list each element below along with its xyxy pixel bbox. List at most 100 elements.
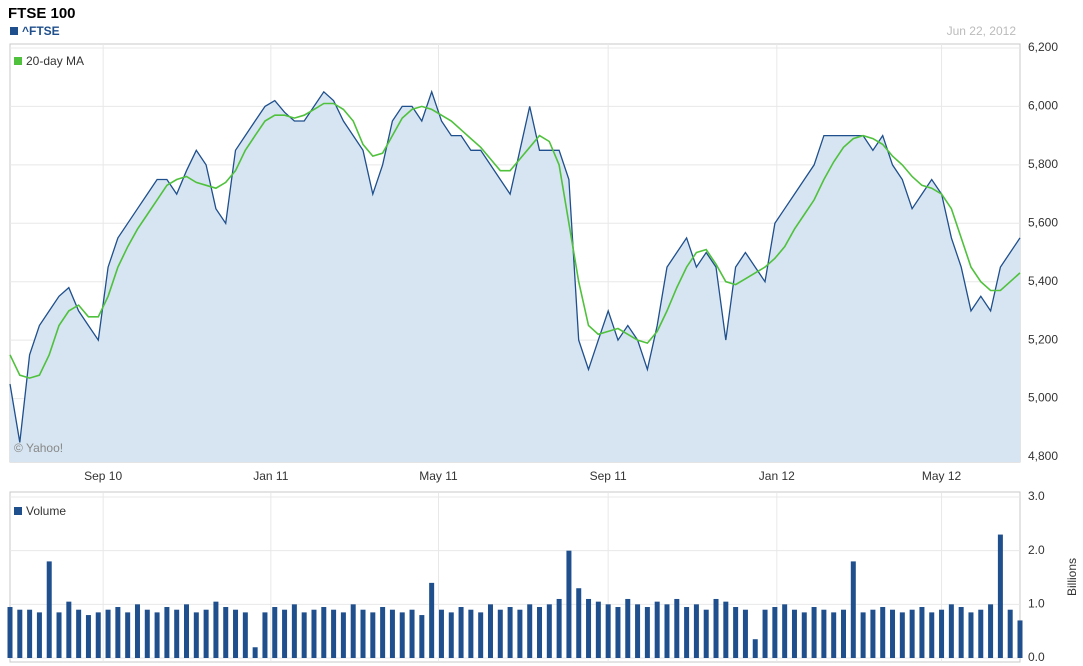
volume-bar: [487, 604, 493, 658]
y-tick-label: 4,800: [1028, 449, 1058, 463]
volume-bar: [791, 609, 797, 658]
volume-bar: [664, 604, 670, 658]
volume-bar: [478, 612, 484, 658]
volume-bar: [870, 609, 876, 658]
volume-bar: [527, 604, 533, 658]
y-tick-label: 3.0: [1028, 489, 1045, 503]
volume-bar: [615, 607, 621, 658]
volume-bar: [321, 607, 327, 658]
volume-bar: [899, 612, 905, 658]
volume-bar: [988, 604, 994, 658]
volume-bar: [262, 612, 268, 658]
volume-bar: [350, 604, 356, 658]
volume-bar: [193, 612, 199, 658]
volume-bar: [684, 607, 690, 658]
volume-bar: [733, 607, 739, 658]
volume-bar: [134, 604, 140, 658]
volume-bar: [340, 612, 346, 658]
volume-bar: [66, 601, 72, 658]
volume-bar: [840, 609, 846, 658]
volume-bar: [115, 607, 121, 658]
volume-bar: [203, 609, 209, 658]
volume-bar: [742, 609, 748, 658]
volume-bar: [517, 609, 523, 658]
x-tick-label: May 12: [922, 469, 962, 483]
volume-bar: [850, 561, 856, 658]
x-tick-label: Jan 11: [253, 469, 288, 483]
watermark: © Yahoo!: [14, 441, 63, 455]
volume-bar: [27, 609, 33, 658]
volume-bar: [448, 612, 454, 658]
volume-bar: [125, 612, 131, 658]
volume-bar: [644, 607, 650, 658]
volume-bar: [497, 609, 503, 658]
volume-bar: [154, 612, 160, 658]
volume-bar: [380, 607, 386, 658]
volume-bar: [105, 609, 111, 658]
volume-bar: [537, 607, 543, 658]
volume-bar: [890, 609, 896, 658]
volume-bar: [370, 612, 376, 658]
volume-bar: [948, 604, 954, 658]
volume-bar: [17, 609, 23, 658]
volume-bar: [56, 612, 62, 658]
price-line: [9, 89, 1021, 443]
volume-bar: [331, 609, 337, 658]
volume-bar: [586, 598, 592, 658]
volume-bar: [174, 609, 180, 658]
volume-bar: [880, 607, 886, 658]
volume-bar: [713, 598, 719, 658]
date-label: Jun 22, 2012: [947, 24, 1017, 38]
volume-bar: [939, 609, 945, 658]
volume-bar: [272, 607, 278, 658]
volume-bar: [811, 607, 817, 658]
volume-bar: [468, 609, 474, 658]
volume-bar: [762, 609, 768, 658]
legend-swatch: [10, 27, 18, 35]
legend-swatch: [14, 507, 22, 515]
volume-bar: [7, 607, 13, 658]
volume-bar: [184, 604, 190, 658]
legend-label: Volume: [26, 504, 66, 518]
y-tick-label: 5,400: [1028, 274, 1058, 288]
volume-bar: [831, 612, 837, 658]
volume-bar: [360, 609, 366, 658]
volume-bar: [223, 607, 229, 658]
volume-bar: [252, 647, 258, 658]
volume-bar: [46, 561, 52, 658]
volume-bar: [772, 607, 778, 658]
volume-bar: [693, 604, 699, 658]
volume-bar: [978, 609, 984, 658]
volume-bar: [95, 612, 101, 658]
volume-bar: [703, 609, 709, 658]
volume-bar: [458, 607, 464, 658]
volume-bar: [233, 609, 239, 658]
volume-bar: [782, 604, 788, 658]
volume-bar: [595, 601, 601, 658]
volume-bar: [164, 607, 170, 658]
volume-bar: [723, 601, 729, 658]
volume-bar: [929, 612, 935, 658]
volume-bar: [752, 639, 758, 658]
volume-bar: [821, 609, 827, 658]
volume-bar: [1017, 620, 1023, 658]
volume-bar: [399, 612, 405, 658]
legend-swatch: [14, 57, 22, 65]
volume-bar: [85, 615, 91, 658]
volume-bar: [909, 609, 915, 658]
volume-bar: [409, 609, 415, 658]
volume-bar: [958, 607, 964, 658]
volume-bar: [507, 607, 513, 658]
volume-bar: [213, 601, 219, 658]
y-tick-label: 6,200: [1028, 40, 1058, 54]
volume-bar: [36, 612, 42, 658]
volume-bar: [997, 534, 1003, 658]
x-tick-label: May 11: [419, 469, 458, 483]
volume-bar: [282, 609, 288, 658]
volume-bar: [556, 598, 562, 658]
x-tick-label: Sep 11: [590, 469, 627, 483]
volume-bar: [419, 615, 425, 658]
volume-bar: [860, 612, 866, 658]
volume-bar: [144, 609, 150, 658]
